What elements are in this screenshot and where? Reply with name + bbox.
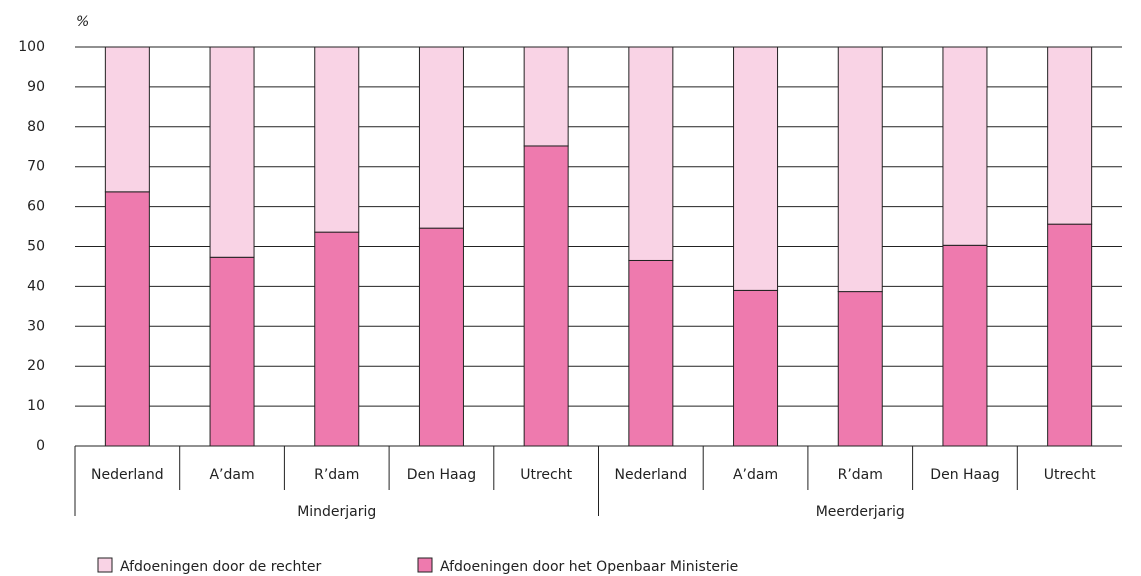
y-tick-label: 0 [36, 438, 45, 454]
bar-segment [523, 46, 569, 147]
group-label: Minderjarig [297, 504, 376, 520]
bar-segment [942, 46, 988, 246]
y-tick-label: 10 [27, 398, 45, 414]
y-tick-label: 60 [27, 199, 45, 215]
y-tick-label: 70 [27, 159, 45, 175]
y-tick-label: 20 [27, 358, 45, 374]
bar-segment [104, 191, 150, 447]
x-tick-label: Den Haag [930, 467, 999, 483]
x-tick-label: Nederland [91, 467, 164, 483]
group-label: Meerderjarig [816, 504, 905, 520]
legend-label: Afdoeningen door het Openbaar Ministerie [440, 559, 738, 575]
bar-segment [837, 291, 883, 447]
bar-segment [733, 46, 779, 291]
y-tick-label: 80 [27, 119, 45, 135]
bar-segment [418, 227, 464, 447]
legend-label: Afdoeningen door de rechter [120, 559, 321, 575]
bar-segment [418, 46, 464, 229]
x-tick-label: A’dam [209, 467, 254, 483]
x-tick-label: Den Haag [407, 467, 476, 483]
x-tick-label: R’dam [314, 467, 359, 483]
legend-swatch [97, 557, 113, 573]
y-tick-label: 40 [27, 278, 45, 294]
bar-segment [314, 46, 360, 233]
bar-segment [837, 46, 883, 293]
bar-segment [209, 46, 255, 258]
y-tick-label: 90 [27, 79, 45, 95]
bar-segment [209, 256, 255, 447]
legend-swatch [417, 557, 433, 573]
y-tick-label: 30 [27, 318, 45, 334]
y-tick-label: 50 [27, 239, 45, 255]
x-tick-label: R’dam [838, 467, 883, 483]
bar-segment [942, 244, 988, 447]
x-tick-label: Utrecht [520, 467, 572, 483]
bar-segment [628, 46, 674, 261]
x-tick-label: Nederland [615, 467, 688, 483]
bar-segment [1047, 46, 1093, 225]
bar-segment [314, 231, 360, 447]
y-axis-label: % [76, 14, 89, 30]
y-tick-label: 100 [18, 39, 45, 55]
bar-segment [104, 46, 150, 193]
bar-segment [523, 145, 569, 447]
bar-segment [1047, 223, 1093, 447]
bar-segment [628, 259, 674, 447]
bar-segment [733, 289, 779, 447]
x-tick-label: Utrecht [1044, 467, 1096, 483]
x-tick-label: A’dam [733, 467, 778, 483]
